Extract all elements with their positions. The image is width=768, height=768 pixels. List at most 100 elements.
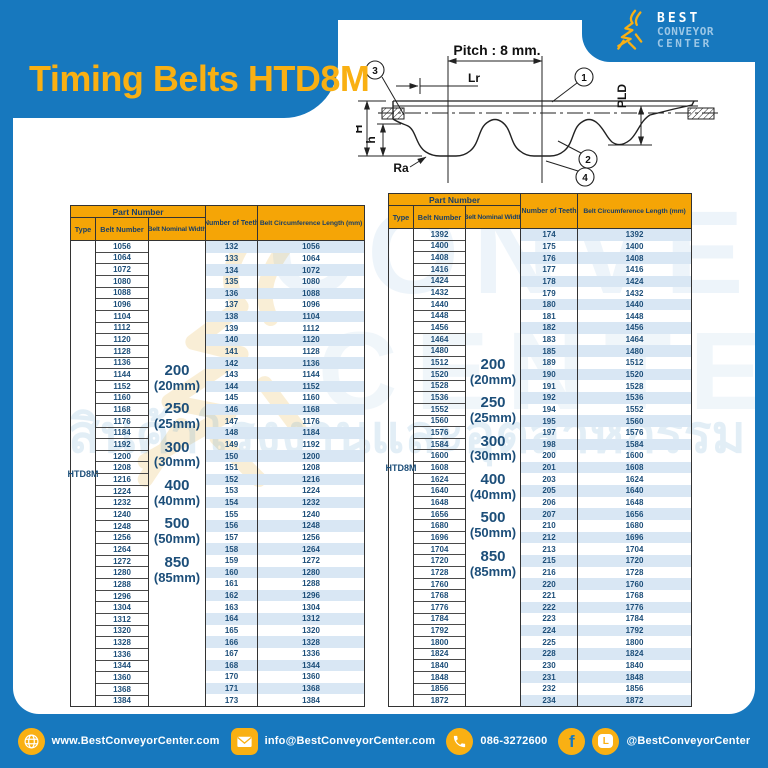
circumference-cell: 1560 xyxy=(578,415,691,427)
belt-number-cell: 1200 xyxy=(96,451,148,463)
logo-text-best: BEST xyxy=(657,11,701,27)
belt-number-cell: 1456 xyxy=(414,322,465,334)
belt-number-cell: 1096 xyxy=(96,299,148,311)
teeth-cell: 213 xyxy=(542,544,556,554)
logo-block: BEST CONVEYOR CENTER xyxy=(582,0,768,62)
width-unit: (25mm) xyxy=(153,415,201,431)
globe-icon xyxy=(17,727,45,755)
belt-number-cell: 1056 xyxy=(96,241,148,253)
belt-number-cell: 1216 xyxy=(96,474,148,486)
circumference-cell: 1192 xyxy=(302,439,320,449)
phone-link[interactable]: 086-3272600 xyxy=(446,727,547,755)
tooth-height-label: h xyxy=(364,136,378,143)
belt-number-cell: 1264 xyxy=(96,544,148,556)
width-value: 850 xyxy=(480,547,506,565)
belt-number-cell: 1304 xyxy=(96,602,148,614)
circumference-cell: 1296 xyxy=(258,589,364,602)
circumference-cell: 1184 xyxy=(258,427,364,439)
teeth-cell: 153 xyxy=(224,486,239,496)
circumference-cell: 1464 xyxy=(625,335,644,345)
belt-number-cell: 1704 xyxy=(414,544,465,556)
belt-number-cell: 1272 xyxy=(96,556,148,568)
width-option: 300 (30mm) xyxy=(154,439,200,469)
footer-bar: www.BestConveyorCenter.com info@BestConv… xyxy=(0,714,768,768)
teeth-cell: 201 xyxy=(521,461,577,474)
circumference-cell: 1360 xyxy=(302,672,320,682)
belt-number-cell: 1104 xyxy=(96,311,148,323)
teeth-cell: 223 xyxy=(542,614,556,624)
teeth-cell: 141 xyxy=(224,346,239,356)
width-unit: (85mm) xyxy=(469,563,517,579)
teeth-cell: 158 xyxy=(206,543,257,555)
belt-number-cell: 1528 xyxy=(414,381,465,393)
type-header: Type xyxy=(71,218,96,240)
width-option: 850 (85mm) xyxy=(154,555,200,584)
teeth-cell: 182 xyxy=(521,322,577,334)
belt-number-cell: 1512 xyxy=(414,357,465,369)
belt-number-cell: 1176 xyxy=(96,416,148,428)
social-link[interactable]: f L @BestConveyorCenter xyxy=(558,727,750,755)
teeth-cell: 215 xyxy=(521,554,577,567)
table-header: Part Number Type Belt Number Belt Nomina… xyxy=(71,206,364,241)
width-value: 500 xyxy=(164,515,190,533)
teeth-cell: 200 xyxy=(542,451,556,461)
width-unit: (30mm) xyxy=(469,448,517,464)
pld-label: PLD xyxy=(615,84,629,108)
circumference-cell: 1448 xyxy=(625,311,644,321)
line-icon: L xyxy=(592,727,620,755)
belt-number-cell: 1424 xyxy=(414,276,465,288)
belt-number-cell: 1160 xyxy=(96,393,148,405)
teeth-cell: 183 xyxy=(542,335,556,345)
width-option: 200 (20mm) xyxy=(154,363,200,392)
circumference-cell: 1176 xyxy=(302,416,320,426)
teeth-cell: 221 xyxy=(542,591,556,601)
circumference-cell: 1128 xyxy=(302,346,320,356)
teeth-cell: 198 xyxy=(521,438,577,451)
belt-number-cell: 1760 xyxy=(414,579,465,591)
callout-3-number: 3 xyxy=(372,66,378,77)
belt-number-cell: 1576 xyxy=(414,427,465,439)
belt-number-cell: 1408 xyxy=(414,252,465,264)
circumference-cell: 1432 xyxy=(625,288,644,298)
teeth-cell: 216 xyxy=(542,567,556,577)
teeth-cell: 189 xyxy=(542,358,556,368)
belt-number-cell: 1600 xyxy=(414,450,465,463)
width-option: 300 (30mm) xyxy=(469,433,517,464)
type-cell: HTD8M xyxy=(386,229,417,706)
teeth-cell: 160 xyxy=(206,566,257,579)
email-link[interactable]: info@BestConveyorCenter.com xyxy=(230,727,436,755)
teeth-cell: 149 xyxy=(224,439,239,449)
belt-nominal-width-column: 200 (20mm) 250 (25mm) 300 (30mm) 400 (40… xyxy=(466,229,521,706)
circumference-cell: 1848 xyxy=(578,671,691,683)
teeth-cell: 234 xyxy=(521,694,577,707)
belt-number-cell: 1248 xyxy=(96,521,148,533)
circumference-cell: 1656 xyxy=(578,508,691,521)
belt-number-cell: 1840 xyxy=(414,660,465,672)
circumference-cell: 1152 xyxy=(258,380,364,393)
circumference-cell: 1728 xyxy=(625,567,644,577)
belt-number-cell: 1344 xyxy=(96,661,148,673)
teeth-cell: 137 xyxy=(224,300,239,310)
circumference-cell: 1872 xyxy=(578,694,691,707)
title-block: Timing Belts HTD8M xyxy=(0,0,370,118)
teeth-cell: 142 xyxy=(206,357,257,369)
circumference-cell: 1384 xyxy=(302,695,320,705)
teeth-cell: 180 xyxy=(521,298,577,311)
circumference-column: 1056 1064 1072 1080 1088 1096 1104 1112 1120 1128… xyxy=(258,241,364,706)
belt-number-cell: 1416 xyxy=(414,264,465,276)
teeth-cell: 206 xyxy=(542,498,556,508)
teeth-cell: 151 xyxy=(224,463,239,473)
phone-icon xyxy=(446,727,474,755)
belt-number-cell: 1192 xyxy=(96,439,148,451)
circumference-cell: 1800 xyxy=(625,637,644,647)
teeth-cell: 210 xyxy=(542,521,556,531)
belt-number-cell: 1088 xyxy=(96,288,148,300)
belt-number-cell: 1856 xyxy=(414,684,465,696)
width-value: 500 xyxy=(480,509,506,527)
circumference-cell: 1424 xyxy=(578,275,691,288)
website-link[interactable]: www.BestConveyorCenter.com xyxy=(17,727,220,755)
circumference-cell: 1776 xyxy=(578,601,691,614)
width-option: 200 (20mm) xyxy=(470,357,516,386)
circumference-cell: 1304 xyxy=(302,602,320,612)
belt-number-cell: 1280 xyxy=(96,567,148,580)
